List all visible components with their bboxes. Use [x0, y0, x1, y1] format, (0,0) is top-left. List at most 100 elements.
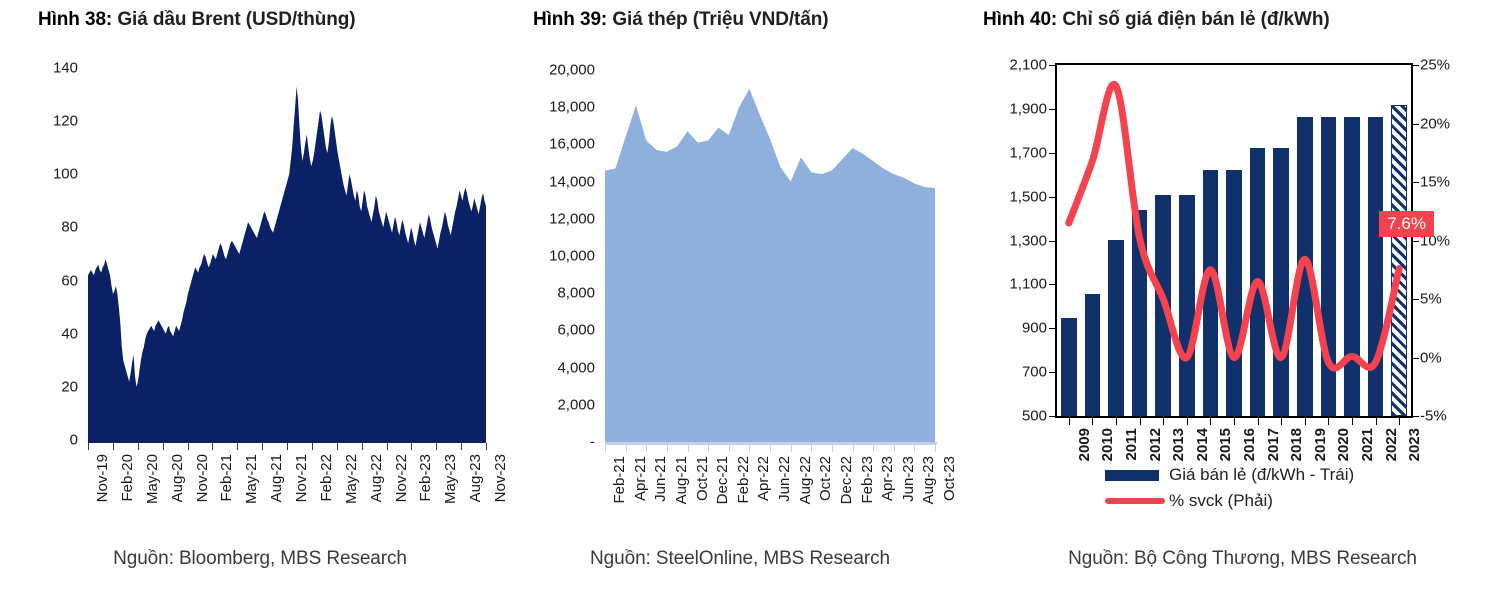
- chart-1-tick-mark: [311, 443, 313, 450]
- chart-1-x-tick: Nov-19: [94, 454, 111, 503]
- chart-1-tick-mark: [461, 443, 463, 450]
- chart-1-tick-mark: [436, 443, 438, 450]
- chart-2-tick-mark: [625, 445, 627, 452]
- chart-2-x-tick: Dec-21: [714, 456, 732, 505]
- chart-3-x-tick: 2020: [1335, 428, 1353, 462]
- chart-1-x-tick: Nov-20: [193, 454, 211, 503]
- chart-2-x-tick: Apr-21: [631, 456, 649, 502]
- chart-3-x-tick: 2012: [1146, 428, 1164, 462]
- chart-3-x-tick: 2010: [1099, 428, 1117, 462]
- chart-3-tick-mark: [1257, 418, 1259, 425]
- chart-3-right-y-tick: 20%: [1420, 115, 1451, 132]
- line-swatch-icon: [1105, 498, 1165, 504]
- chart-1-x-tick: Aug-21: [268, 454, 286, 503]
- chart-2-x-tick: Jun-23: [899, 456, 917, 502]
- chart-3-right-y-tick: 25%: [1420, 56, 1451, 74]
- chart-3-x-tick: 2015: [1217, 428, 1235, 462]
- yoy-change-line-series: [1057, 65, 1411, 416]
- chart-2-tick-mark: [666, 445, 668, 452]
- chart-2-y-tick: 12,000: [549, 210, 595, 228]
- chart-3-tick-mark: [1068, 418, 1070, 425]
- chart-3-left-tick-mark: [1049, 196, 1055, 198]
- figure-40-title: Hình 40: Chỉ số giá điện bán lẻ (đ/kWh): [983, 8, 1330, 32]
- chart-1-y-tick: 100: [52, 165, 78, 183]
- chart-3-plot-area: [1055, 63, 1413, 418]
- chart-2-y-tick: 14,000: [549, 173, 595, 191]
- chart-1-tick-mark: [137, 443, 139, 450]
- bar-2015: [1202, 169, 1219, 416]
- chart-3-x-tick: 2011: [1123, 428, 1140, 461]
- bar-swatch-icon: [1105, 469, 1159, 481]
- chart-3-tick-mark: [1210, 418, 1212, 425]
- chart-1-tick-mark: [212, 443, 214, 450]
- chart-2-x-tick: Apr-22: [755, 456, 773, 502]
- chart-3-left-y-tick: 1,700: [1009, 144, 1047, 162]
- chart-2-y-tick: 2,000: [557, 396, 595, 414]
- chart-3-right-y-tick: 5%: [1420, 290, 1442, 308]
- chart-3-right-tick-mark: [1413, 123, 1419, 125]
- bar-2019: [1297, 116, 1313, 416]
- chart-2-tick-mark: [893, 445, 895, 452]
- figure-40-source: Nguồn: Bộ Công Thương, MBS Research: [1068, 548, 1417, 569]
- brent-area-series: [88, 86, 486, 440]
- chart-2-tick-mark: [605, 445, 606, 452]
- figure-40-caption: Chỉ số giá điện bán lẻ (đ/kWh): [1062, 9, 1330, 30]
- figure-38-caption: Giá dầu Brent (USD/thùng): [117, 9, 356, 30]
- chart-3-legend: Giá bán lẻ (đ/kWh - Trái) % svck (Phải): [1105, 462, 1435, 514]
- chart-3-left-tick-mark: [1049, 65, 1055, 66]
- chart-1-tick-mark: [88, 443, 89, 450]
- chart-2-y-tick: 4,000: [557, 359, 595, 377]
- chart-2-y-tick: 16,000: [549, 135, 595, 153]
- chart-3-tick-mark: [1352, 418, 1353, 425]
- chart-2-tick-mark: [770, 445, 771, 452]
- chart-2-tick-mark: [811, 445, 813, 452]
- chart-1-x-axis-line: [88, 440, 486, 443]
- chart-3-right-tick-mark: [1413, 182, 1419, 183]
- chart-2-x-tick: Aug-23: [920, 456, 938, 505]
- chart-1-tick-mark: [287, 443, 288, 450]
- chart-2-x-tick: Feb-23: [858, 456, 876, 504]
- chart-1-x-tick: Feb-23: [417, 454, 435, 502]
- chart-3-tick-mark: [1163, 418, 1165, 425]
- chart-1-x-tick: Feb-21: [218, 454, 236, 502]
- legend-label-bar: Giá bán lẻ (đ/kWh - Trái): [1169, 465, 1355, 484]
- chart-1-y-tick: 140: [52, 59, 78, 77]
- chart-1-tick-mark: [386, 443, 388, 450]
- bar-2009: [1061, 317, 1077, 416]
- chart-2-x-tick: Dec-22: [837, 456, 855, 505]
- chart-1-y-tick: 60: [61, 272, 78, 290]
- chart-3-left-y-tick: 1,300: [1009, 232, 1047, 249]
- chart-2-x-tick: Oct-23: [941, 456, 958, 502]
- chart-1-y-tick: 20: [61, 378, 78, 396]
- chart-3-left-tick-mark: [1049, 152, 1055, 154]
- chart-3-left-tick-mark: [1049, 372, 1055, 374]
- chart-3-tick-mark: [1281, 418, 1283, 425]
- chart-2-tick-mark: [831, 445, 833, 452]
- bar-2010: [1084, 293, 1101, 416]
- chart-2-x-tick: Jun-22: [776, 456, 793, 502]
- chart-2-tick-mark: [687, 445, 689, 452]
- figure-38-source: Nguồn: Bloomberg, MBS Research: [113, 548, 407, 569]
- chart-1-tick-mark: [262, 443, 264, 450]
- chart-3-tick-mark: [1399, 418, 1401, 425]
- chart-2-tick-mark: [935, 445, 936, 452]
- chart-1-x-tick: May-21: [243, 454, 261, 505]
- chart-3-x-tick: 2013: [1170, 428, 1188, 462]
- bar-2021: [1344, 116, 1360, 416]
- chart-3-tick-mark: [1116, 418, 1117, 425]
- chart-2-tick-mark: [749, 445, 751, 452]
- chart-1-tick-mark: [336, 443, 338, 450]
- chart-2-x-tick: Feb-21: [611, 456, 628, 504]
- chart-1-plot-area: [88, 68, 486, 440]
- chart-3-x-tick: 2018: [1288, 428, 1306, 462]
- chart-1-tick-mark: [162, 443, 164, 450]
- legend-item-line: % svck (Phải): [1105, 488, 1435, 514]
- chart-1-x-tick: May-22: [342, 454, 360, 505]
- chart-3-right-y-tick: 15%: [1420, 173, 1451, 191]
- chart-1-tick-mark: [112, 443, 114, 450]
- figure-panel-electricity: Hình 40: Chỉ số giá điện bán lẻ (đ/kWh) …: [975, 0, 1510, 604]
- chart-3-tick-mark: [1304, 418, 1306, 425]
- legend-item-bar: Giá bán lẻ (đ/kWh - Trái): [1105, 462, 1435, 488]
- chart-3-x-tick: 2022: [1382, 428, 1400, 462]
